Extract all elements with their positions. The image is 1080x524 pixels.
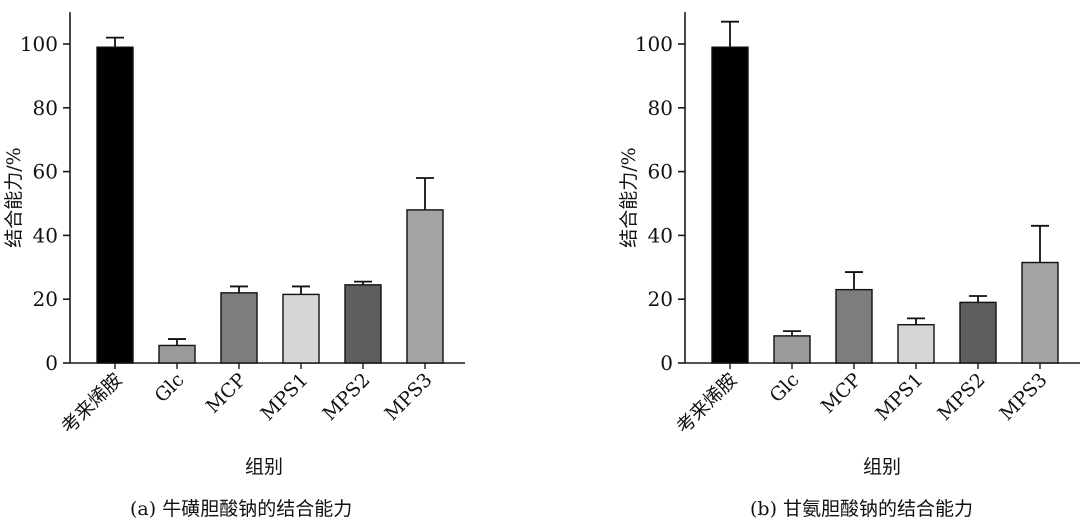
y-axis-title: 结合能力/%	[3, 147, 25, 247]
x-tick-label: MPS2	[318, 369, 374, 425]
x-tick-label: 考来烯胺	[57, 369, 126, 438]
x-tick-label: MPS3	[995, 369, 1051, 425]
bar	[158, 344, 196, 364]
bar	[711, 46, 749, 364]
bar	[220, 292, 258, 364]
chart-panel-a: 0 20 40 60 80 100 结合能力/% 考来烯胺 Glc MCP MPS1 MPS2 MPS3…	[3, 12, 465, 520]
chart-panel-b: 0 20 40 60 80 100 结合能力/% 考来烯胺 Glc MCP MPS1 MPS2 MPS3…	[540, 0, 1080, 524]
y-tick-label: 60	[648, 160, 673, 184]
bar	[344, 284, 382, 364]
y-axis-title: 结合能力/%	[618, 147, 640, 247]
chart-caption: (b) 甘氨胆酸钠的结合能力	[750, 498, 974, 520]
y-tick-label: 60	[33, 160, 58, 184]
x-tick-label: Glc	[150, 369, 188, 407]
chart-caption: (a) 牛磺胆酸钠的结合能力	[130, 498, 353, 520]
y-tick-label: 80	[648, 96, 673, 120]
bar	[959, 301, 997, 364]
bar	[96, 46, 134, 364]
x-tick-label: 考来烯胺	[672, 369, 741, 438]
y-tick-label: 0	[45, 351, 58, 375]
y-tick-label: 0	[660, 351, 673, 375]
x-tick-label: MCP	[202, 369, 251, 418]
bar	[406, 209, 444, 364]
x-tick-label: Glc	[765, 369, 803, 407]
bar	[282, 293, 320, 364]
bar-chart-b: 0 20 40 60 80 100 结合能力/% 考来烯胺 Glc MCP MPS1 MPS2 MPS3	[618, 12, 1080, 438]
y-tick-label: 40	[33, 223, 58, 247]
y-tick-label: 40	[648, 223, 673, 247]
x-tick-label: MPS1	[871, 369, 927, 425]
y-tick-label: 20	[33, 287, 58, 311]
y-tick-label: 100	[635, 32, 673, 56]
x-axis-title: 组别	[863, 456, 902, 478]
bar	[773, 335, 811, 364]
bar	[897, 324, 935, 364]
bar-chart-a: 0 20 40 60 80 100 结合能力/% 考来烯胺 Glc MCP MPS1 MPS2 MPS3	[3, 12, 465, 438]
y-tick-label: 20	[648, 287, 673, 311]
x-tick-label: MPS3	[380, 369, 436, 425]
y-tick-label: 80	[33, 96, 58, 120]
x-tick-label: MPS1	[256, 369, 312, 425]
bar	[1021, 261, 1059, 364]
x-tick-label: MPS2	[933, 369, 989, 425]
y-tick-label: 100	[20, 32, 58, 56]
bar	[835, 288, 873, 364]
x-axis-title: 组别	[245, 456, 284, 478]
x-tick-label: MCP	[817, 369, 866, 418]
